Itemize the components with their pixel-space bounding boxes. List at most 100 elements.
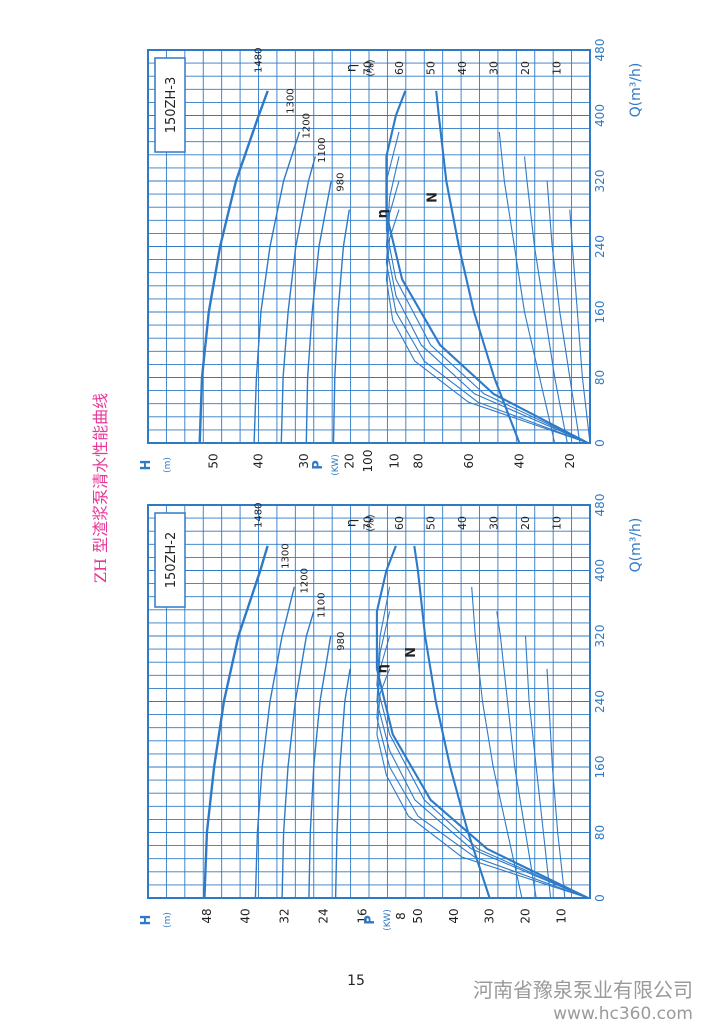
power-tick-label: 50 [411,908,425,923]
x-tick-label: 160 [593,301,607,324]
head-tick-label: 10 [388,453,402,468]
efficiency-curve [385,90,589,444]
head-axis-unit: (m) [163,912,173,928]
x-tick-label: 160 [593,756,607,779]
x-tick-label: 480 [593,39,607,62]
x-tick-label: 400 [593,104,607,127]
head-curve [203,545,269,899]
x-tick-label: 0 [593,894,607,902]
plot-frame [147,49,591,444]
efficiency-tick-label: 50 [425,516,438,530]
power-tick-label: 30 [483,908,497,923]
x-tick-label: 480 [593,494,607,517]
power-axis-unit: (KW) [383,909,393,931]
x-tick-label: 400 [593,559,607,582]
chart-grid [147,504,591,899]
speed-label: 980 [335,173,346,192]
head-curve [305,180,332,444]
chart-title-box [154,57,186,153]
chart-title-box [154,512,186,608]
power-curve [471,586,523,899]
x-axis-label: Q(m³/h) [628,63,644,118]
efficiency-tick-label: 50 [425,61,438,75]
power-curve [413,545,491,899]
head-curve [308,635,332,899]
speed-label: 1480 [254,47,265,72]
x-tick-label: 80 [593,825,607,840]
watermark-company: 河南省豫泉泵业有限公司 [473,978,693,1002]
chart-title: 150ZH-2 [164,532,179,588]
efficiency-curve [385,209,589,444]
efficiency-tick-label: 60 [393,61,406,75]
efficiency-tick-label: 70 [362,516,375,530]
efficiency-curve [375,545,589,899]
efficiency-axis-label: η [345,64,360,72]
speed-label: 1100 [317,593,328,618]
head-axis-unit: (m) [163,457,173,473]
power-curve [546,180,581,444]
power-axis-label: P [311,460,326,470]
head-tick-label: 30 [297,453,311,468]
head-curve [280,156,316,444]
chart-150zh-3: 150ZH-3 0 80 160 240 320 400 480 Q(m³/h) H (m) 10 20… [139,39,644,476]
page-number: 15 [347,973,365,989]
chart-150zh-2: 150ZH-2 0 80 160 240 320 400 480 Q(m³/h) H (m) 8 16 2… [139,494,644,931]
efficiency-tick-label: 40 [456,61,469,75]
efficiency-curve [385,180,589,444]
speed-label: 1300 [285,88,296,113]
x-tick-label: 320 [593,625,607,648]
efficiency-curve [376,635,589,899]
efficiency-axis-label: η [345,519,360,527]
head-axis-label: H [139,460,154,471]
efficiency-curve [385,156,589,444]
efficiency-tick-label: 10 [551,61,564,75]
x-axis-label: Q(m³/h) [628,518,644,573]
power-tick-label: 100 [361,450,375,473]
head-curve [281,611,315,899]
power-tick-label: 80 [412,453,426,468]
head-tick-label: 40 [252,453,266,468]
efficiency-curve [376,586,589,899]
speed-label: 1200 [301,113,312,138]
head-curve [254,586,295,899]
efficiency-curve [376,611,589,899]
head-tick-label: 50 [206,453,220,468]
efficiency-curve-label: η [376,209,391,218]
head-tick-label: 16 [355,908,369,923]
chart-grid [147,49,591,444]
power-curve [524,635,552,899]
power-axis-label: P [363,915,378,925]
plot-frame [147,504,591,899]
power-tick-label: 40 [447,908,461,923]
power-tick-label: 40 [512,453,526,468]
power-curve [569,209,591,444]
head-curve [334,668,351,899]
x-tick-label: 240 [593,235,607,258]
head-curve [253,131,301,444]
x-tick-label: 320 [593,170,607,193]
efficiency-curve [385,131,589,444]
watermark-url: www.hc360.com [553,1004,693,1024]
power-curve [435,90,521,444]
head-tick-label: 24 [316,908,330,923]
power-tick-label: 20 [563,453,577,468]
efficiency-tick-label: 10 [551,516,564,530]
efficiency-tick-label: 30 [488,61,501,75]
x-tick-label: 80 [593,370,607,385]
power-curve-label: N [425,192,440,203]
power-tick-label: 20 [518,908,532,923]
power-curve-label: N [404,647,419,658]
x-tick-label: 240 [593,690,607,713]
efficiency-tick-label: 30 [488,516,501,530]
x-tick-label: 0 [593,439,607,447]
head-tick-label: 20 [342,453,356,468]
head-tick-label: 8 [394,912,408,920]
efficiency-tick-label: 20 [519,61,532,75]
efficiency-tick-label: 20 [519,516,532,530]
power-tick-label: 60 [462,453,476,468]
head-tick-label: 40 [239,908,253,923]
efficiency-tick-label: 40 [456,516,469,530]
power-curve [496,611,537,899]
